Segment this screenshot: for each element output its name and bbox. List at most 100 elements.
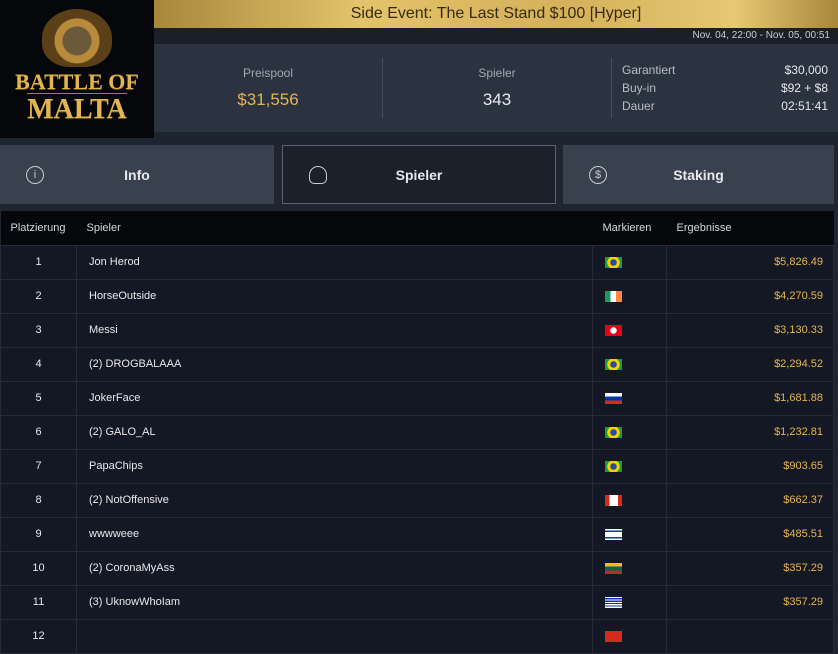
event-dates: Nov. 04, 22:00 - Nov. 05, 00:51	[154, 28, 838, 44]
rank: 5	[0, 380, 77, 416]
brazil-flag-icon	[605, 358, 622, 370]
guaranteed-value: $30,000	[784, 63, 828, 77]
result: $485.51	[666, 516, 834, 552]
uruguay-flag-icon	[605, 596, 622, 608]
divider	[382, 58, 383, 118]
result	[666, 618, 834, 654]
tab-label: Spieler	[395, 166, 443, 183]
result: $903.65	[666, 448, 834, 484]
result: $662.37	[666, 482, 834, 518]
tab-label: Info	[124, 166, 150, 183]
table-row[interactable]: 9 wwwweee $485.51	[0, 516, 834, 552]
players-label: Spieler	[478, 66, 516, 80]
player-name[interactable]: (2) CoronaMyAss	[76, 550, 593, 586]
tunisia-flag-icon	[605, 324, 622, 336]
tab-staking[interactable]: $ Staking	[563, 145, 834, 204]
player-name[interactable]: (2) GALO_AL	[76, 414, 593, 450]
table-row[interactable]: 8 (2) NotOffensive $662.37	[0, 482, 834, 518]
duration-label: Dauer	[622, 99, 655, 113]
logo-line-2: MALTA	[27, 93, 127, 125]
table-row[interactable]: 1 Jon Herod $5,826.49	[0, 244, 834, 280]
crest-icon	[42, 9, 112, 67]
rank: 8	[0, 482, 77, 518]
player-name[interactable]: JokerFace	[76, 380, 593, 416]
result: $1,681.88	[666, 380, 834, 416]
flag-cell	[592, 448, 667, 484]
table-row[interactable]: 2 HorseOutside $4,270.59	[0, 278, 834, 314]
guaranteed-label: Garantiert	[622, 63, 676, 77]
table-row[interactable]: 11 (3) UknowWhoIam $357.29	[0, 584, 834, 620]
event-title: Side Event: The Last Stand $100 [Hyper]	[154, 0, 838, 28]
player-name[interactable]	[76, 618, 593, 654]
flag-cell	[592, 618, 667, 654]
lithuania-flag-icon	[605, 562, 622, 574]
battle-of-malta-logo: BATTLE OF MALTA	[0, 0, 154, 138]
rank: 10	[0, 550, 77, 586]
details-list: Garantiert $30,000 Buy-in $92 + $8 Dauer 02…	[612, 61, 838, 115]
flag-cell	[592, 312, 667, 348]
russia-flag-icon	[605, 392, 622, 404]
player-name[interactable]: (2) NotOffensive	[76, 482, 593, 518]
flag-cell	[592, 244, 667, 280]
ireland-flag-icon	[605, 290, 622, 302]
result: $5,826.49	[666, 244, 834, 280]
table-row[interactable]: 7 PapaChips $903.65	[0, 448, 834, 484]
prizepool-label: Preispool	[242, 66, 294, 80]
canada-flag-icon	[605, 494, 622, 506]
result: $357.29	[666, 550, 834, 586]
flag-cell	[592, 346, 667, 382]
duration-value: 02:51:41	[781, 99, 828, 113]
rank: 6	[0, 414, 77, 450]
table-row[interactable]: 4 (2) DROGBALAAA $2,294.52	[0, 346, 834, 382]
table-row[interactable]: 5 JokerFace $1,681.88	[0, 380, 834, 416]
col-rank: Platzierung	[0, 211, 77, 245]
result: $1,232.81	[666, 414, 834, 450]
player-name[interactable]: (3) UknowWhoIam	[76, 584, 593, 620]
rank: 2	[0, 278, 77, 314]
player-name[interactable]: wwwweee	[76, 516, 593, 552]
result: $2,294.52	[666, 346, 834, 382]
flag-cell	[592, 482, 667, 518]
brazil-flag-icon	[605, 460, 622, 472]
flag-cell	[592, 414, 667, 450]
israel-flag-icon	[605, 528, 622, 540]
dollar-icon: $	[589, 165, 607, 184]
brazil-flag-icon	[605, 256, 622, 268]
table-row[interactable]: 6 (2) GALO_AL $1,232.81	[0, 414, 834, 450]
table-row[interactable]: 12	[0, 618, 834, 654]
rank: 1	[0, 244, 77, 280]
table-row[interactable]: 3 Messi $3,130.33	[0, 312, 834, 348]
flag-cell	[592, 380, 667, 416]
col-result: Ergebnisse	[666, 211, 834, 245]
player-name[interactable]: Messi	[76, 312, 593, 348]
result: $3,130.33	[666, 312, 834, 348]
tab-info[interactable]: i Info	[0, 145, 274, 204]
stats-panel: Preispool $31,556 Spieler 343 Garantiert $3…	[154, 44, 838, 132]
flag-cell	[592, 278, 667, 314]
flag-cell	[592, 516, 667, 552]
buyin-value: $92 + $8	[780, 81, 828, 95]
rank: 7	[0, 448, 77, 484]
logo-line-1: BATTLE OF	[15, 69, 139, 94]
result: $357.29	[666, 584, 834, 620]
info-icon: i	[26, 165, 44, 184]
results-table: Platzierung Spieler Markieren Ergebnisse…	[0, 211, 834, 654]
rank: 11	[0, 584, 77, 620]
divider	[611, 58, 612, 118]
rank: 9	[0, 516, 77, 552]
prizepool-value: $31,556	[237, 90, 299, 109]
col-player: Spieler	[76, 211, 593, 245]
user-icon	[309, 165, 327, 184]
rank: 4	[0, 346, 77, 382]
players-value: 343	[482, 90, 512, 109]
brazil-flag-icon	[605, 426, 622, 438]
player-name[interactable]: HorseOutside	[76, 278, 593, 314]
tab-spieler[interactable]: Spieler	[282, 145, 556, 204]
player-name[interactable]: PapaChips	[76, 448, 593, 484]
rank: 3	[0, 312, 77, 348]
player-name[interactable]: (2) DROGBALAAA	[76, 346, 593, 382]
player-name[interactable]: Jon Herod	[76, 244, 593, 280]
tab-label: Staking	[673, 166, 724, 183]
table-row[interactable]: 10 (2) CoronaMyAss $357.29	[0, 550, 834, 586]
rank: 12	[0, 618, 77, 654]
